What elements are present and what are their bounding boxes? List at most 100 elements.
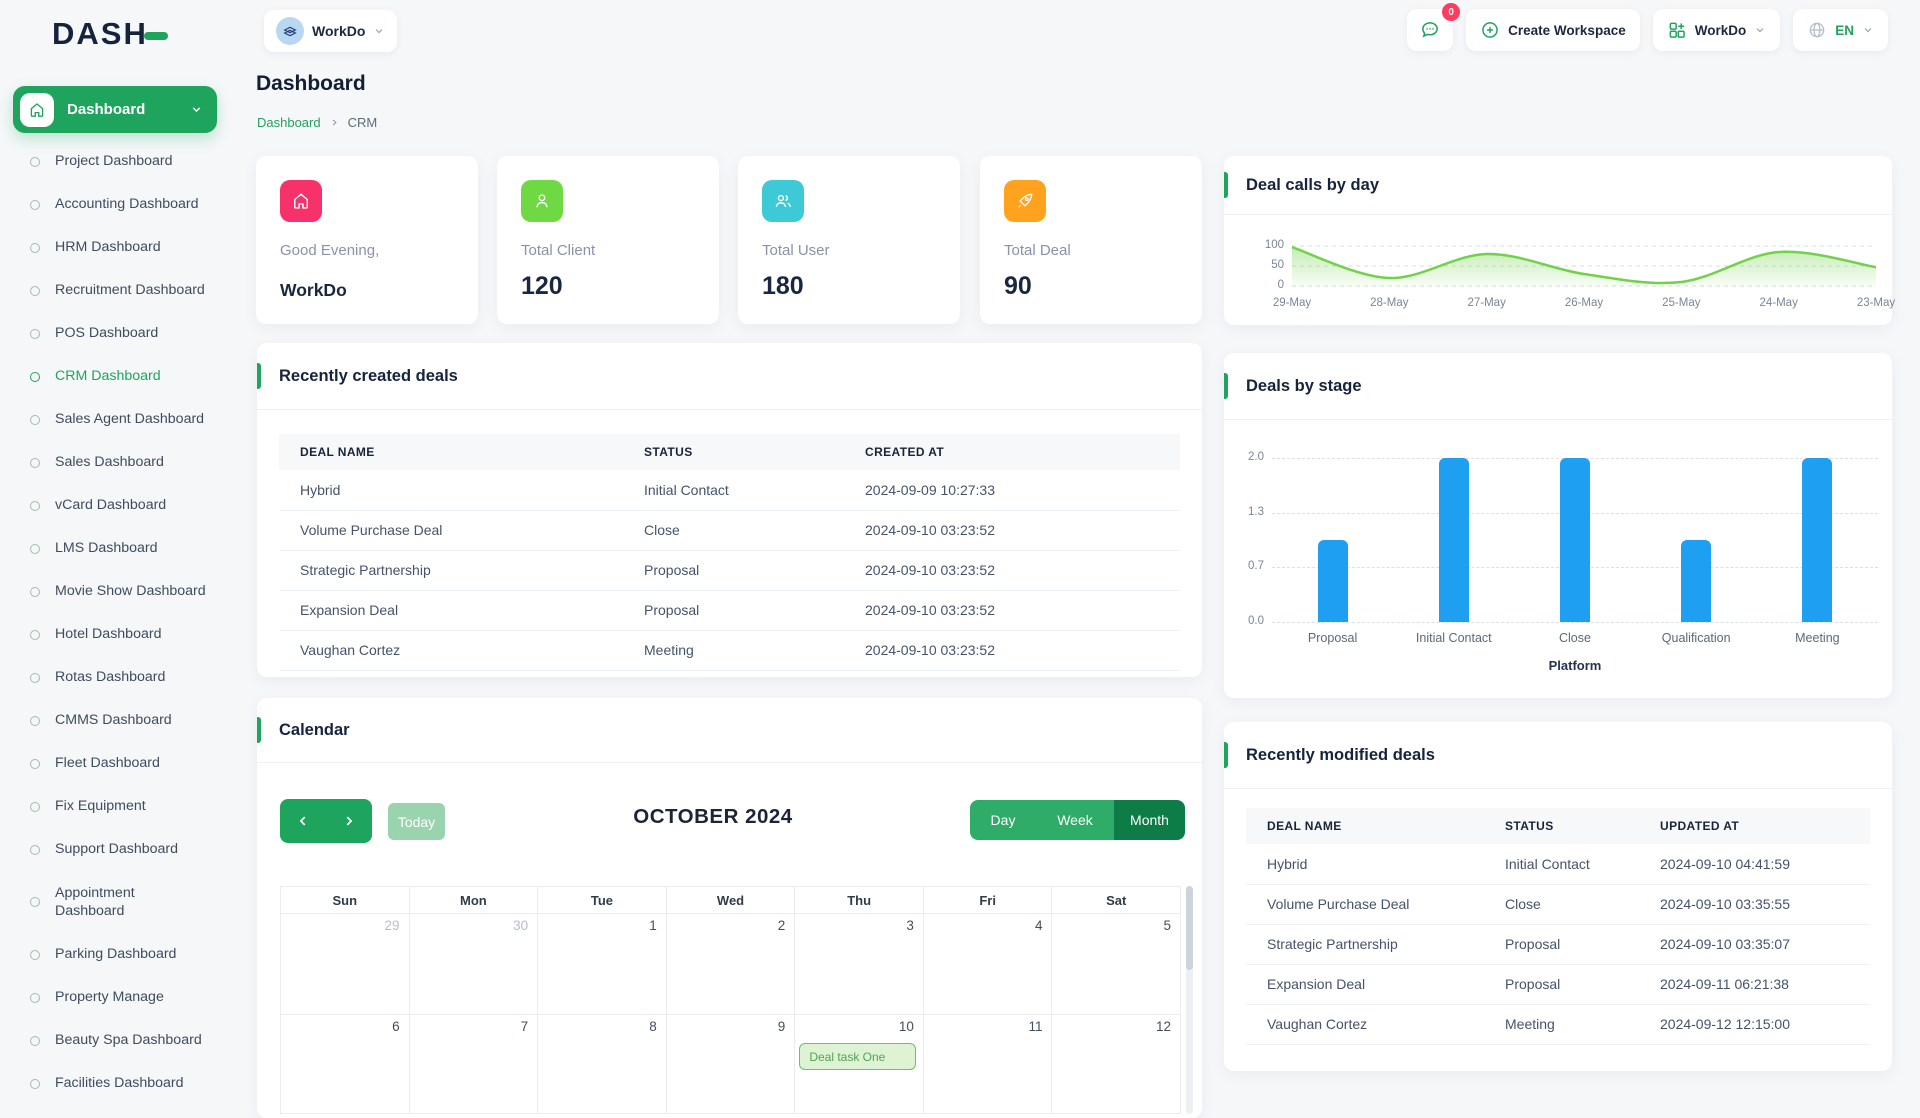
messages-badge: 0 [1442,3,1461,21]
calendar-day-30[interactable]: 30 [410,914,539,1014]
radio-circle-icon [30,801,40,812]
calendar-day-8[interactable]: 8 [538,1015,667,1113]
calendar-day-2[interactable]: 2 [667,914,796,1014]
radio-circle-icon [30,328,40,339]
day-number: 9 [777,1019,786,1034]
table-row: Strategic Partnership Proposal 2024-09-10 … [1246,924,1870,965]
sidebar-item-lms-dashboard[interactable]: LMS Dashboard [13,527,243,570]
area-chart-plot [1292,245,1876,288]
calendar-scrollbar-track[interactable] [1186,886,1193,1114]
calendar-grid: Sun Mon Tue Wed Thu Fri Sat 29 30 1 2 3 4 5 6 7 8 9 10 Deal… [280,886,1181,1114]
cell-status: Proposal [1505,976,1561,992]
cell-status: Proposal [644,602,700,618]
calendar-day-9[interactable]: 9 [667,1015,796,1113]
messages-button[interactable]: 0 [1407,3,1461,51]
bar-proposal [1317,540,1348,622]
radio-circle-icon [30,156,40,167]
cell-deal-name: Expansion Deal [300,602,399,618]
calendar-view-month[interactable]: Month [1114,800,1185,840]
sidebar-item-property-manage[interactable]: Property Manage [13,976,243,1019]
sidebar-item-crm-dashboard[interactable]: CRM Dashboard [13,355,243,398]
calendar-day-10[interactable]: 10 Deal task One [795,1015,924,1113]
table-row: Volume Purchase Deal Close 2024-09-10 03:3… [1246,884,1870,925]
day-number: 10 [898,1019,914,1034]
cell-status: Initial Contact [644,482,729,498]
cell-status: Meeting [644,642,694,658]
radio-circle-icon [30,715,40,726]
calendar-day-1[interactable]: 1 [538,914,667,1014]
workspace-selector[interactable]: WorkDo [264,10,398,52]
calendar-today-button[interactable]: Today [388,803,445,840]
sidebar-item-parking-dashboard[interactable]: Parking Dashboard [13,933,243,976]
workspace-menu-button[interactable]: WorkDo [1652,9,1781,51]
sidebar-item-hrm-dashboard[interactable]: HRM Dashboard [13,226,243,269]
sidebar-item-cmms-dashboard[interactable]: CMMS Dashboard [13,699,243,742]
radio-circle-icon [30,199,40,210]
calendar-view-day[interactable]: Day [970,800,1036,840]
cell-deal-name: Strategic Partnership [1267,936,1398,952]
column-header: CREATED AT [865,445,945,459]
sidebar-item-rotas-dashboard[interactable]: Rotas Dashboard [13,656,243,699]
y-axis-tick: 100 [1264,239,1284,251]
sidebar-item-accounting-dashboard[interactable]: Accounting Dashboard [13,183,243,226]
sidebar-item-hotel-dashboard[interactable]: Hotel Dashboard [13,613,243,656]
calendar-day-3[interactable]: 3 [795,914,924,1014]
sidebar-item-fleet-dashboard[interactable]: Fleet Dashboard [13,742,243,785]
bar-chart-xlabel: Platform [1548,658,1602,673]
calendar-day-7[interactable]: 7 [410,1015,539,1113]
sidebar-item-fix-equipment[interactable]: Fix Equipment [13,785,243,828]
cell-updated-at: 2024-09-11 06:21:38 [1660,976,1789,992]
cell-deal-name: Strategic Partnership [300,562,431,578]
workspace-name: WorkDo [312,23,366,39]
radio-circle-icon [30,1078,40,1089]
plus-circle-icon [1482,22,1498,38]
weekday-mon: Mon [410,887,539,913]
column-header: DEAL NAME [300,445,375,459]
calendar-day-6[interactable]: 6 [281,1015,410,1113]
sidebar-item-facilities-dashboard[interactable]: Facilities Dashboard [13,1062,243,1105]
calendar-day-5[interactable]: 5 [1052,914,1180,1014]
sidebar-item-project-dashboard[interactable]: Project Dashboard [13,140,243,183]
calendar-next-button[interactable] [326,799,372,843]
sidebar-item-vcard-dashboard[interactable]: vCard Dashboard [13,484,243,527]
calendar-event[interactable]: Deal task One [799,1043,916,1070]
day-number: 11 [1028,1019,1043,1034]
globe-icon [1809,22,1825,38]
sidebar-item-pos-dashboard[interactable]: POS Dashboard [13,312,243,355]
radio-circle-icon [30,500,40,511]
x-axis-tick: 23-May [1856,297,1896,309]
app-logo[interactable]: DASH [52,16,168,52]
language-selector[interactable]: EN [1793,9,1888,51]
sidebar-item-sales-dashboard[interactable]: Sales Dashboard [13,441,243,484]
sidebar-item-movie-show-dashboard[interactable]: Movie Show Dashboard [13,570,243,613]
table-header-row: DEAL NAME STATUS UPDATED AT [1246,808,1870,844]
weekday-fri: Fri [924,887,1053,913]
sidebar-item-support-dashboard[interactable]: Support Dashboard [13,828,243,871]
calendar-day-12[interactable]: 12 [1052,1015,1180,1113]
radio-circle-icon [30,586,40,597]
card-header: Calendar [257,698,1202,763]
calendar-day-29[interactable]: 29 [281,914,410,1014]
x-axis-tick: 29-May [1272,297,1312,309]
create-workspace-button[interactable]: Create Workspace [1466,9,1640,51]
stat-value: 180 [762,272,804,300]
stat-label: Good Evening, [280,242,380,259]
card-accent-bar [257,363,261,389]
breadcrumb-dashboard-link[interactable]: Dashboard [257,115,321,130]
calendar-prev-button[interactable] [280,799,326,843]
weekday-sun: Sun [281,887,410,913]
radio-circle-icon [30,897,40,907]
calendar-day-4[interactable]: 4 [924,914,1053,1014]
calendar-day-11[interactable]: 11 [924,1015,1053,1113]
sidebar-item-recruitment-dashboard[interactable]: Recruitment Dashboard [13,269,243,312]
breadcrumb: Dashboard CRM [257,115,377,130]
sidebar-item-sales-agent-dashboard[interactable]: Sales Agent Dashboard [13,398,243,441]
card-accent-bar [1224,172,1228,198]
sidebar-dashboard-toggle[interactable]: Dashboard [13,86,217,133]
y-axis-tick: 0 [1277,279,1284,291]
calendar-view-week[interactable]: Week [1036,800,1114,840]
x-axis-tick: 24-May [1759,297,1798,309]
sidebar-item-beauty-spa-dashboard[interactable]: Beauty Spa Dashboard [13,1019,243,1062]
sidebar-item-appointment-dashboard[interactable]: Appointment Dashboard [13,871,243,933]
calendar-scrollbar-thumb[interactable] [1186,886,1193,970]
